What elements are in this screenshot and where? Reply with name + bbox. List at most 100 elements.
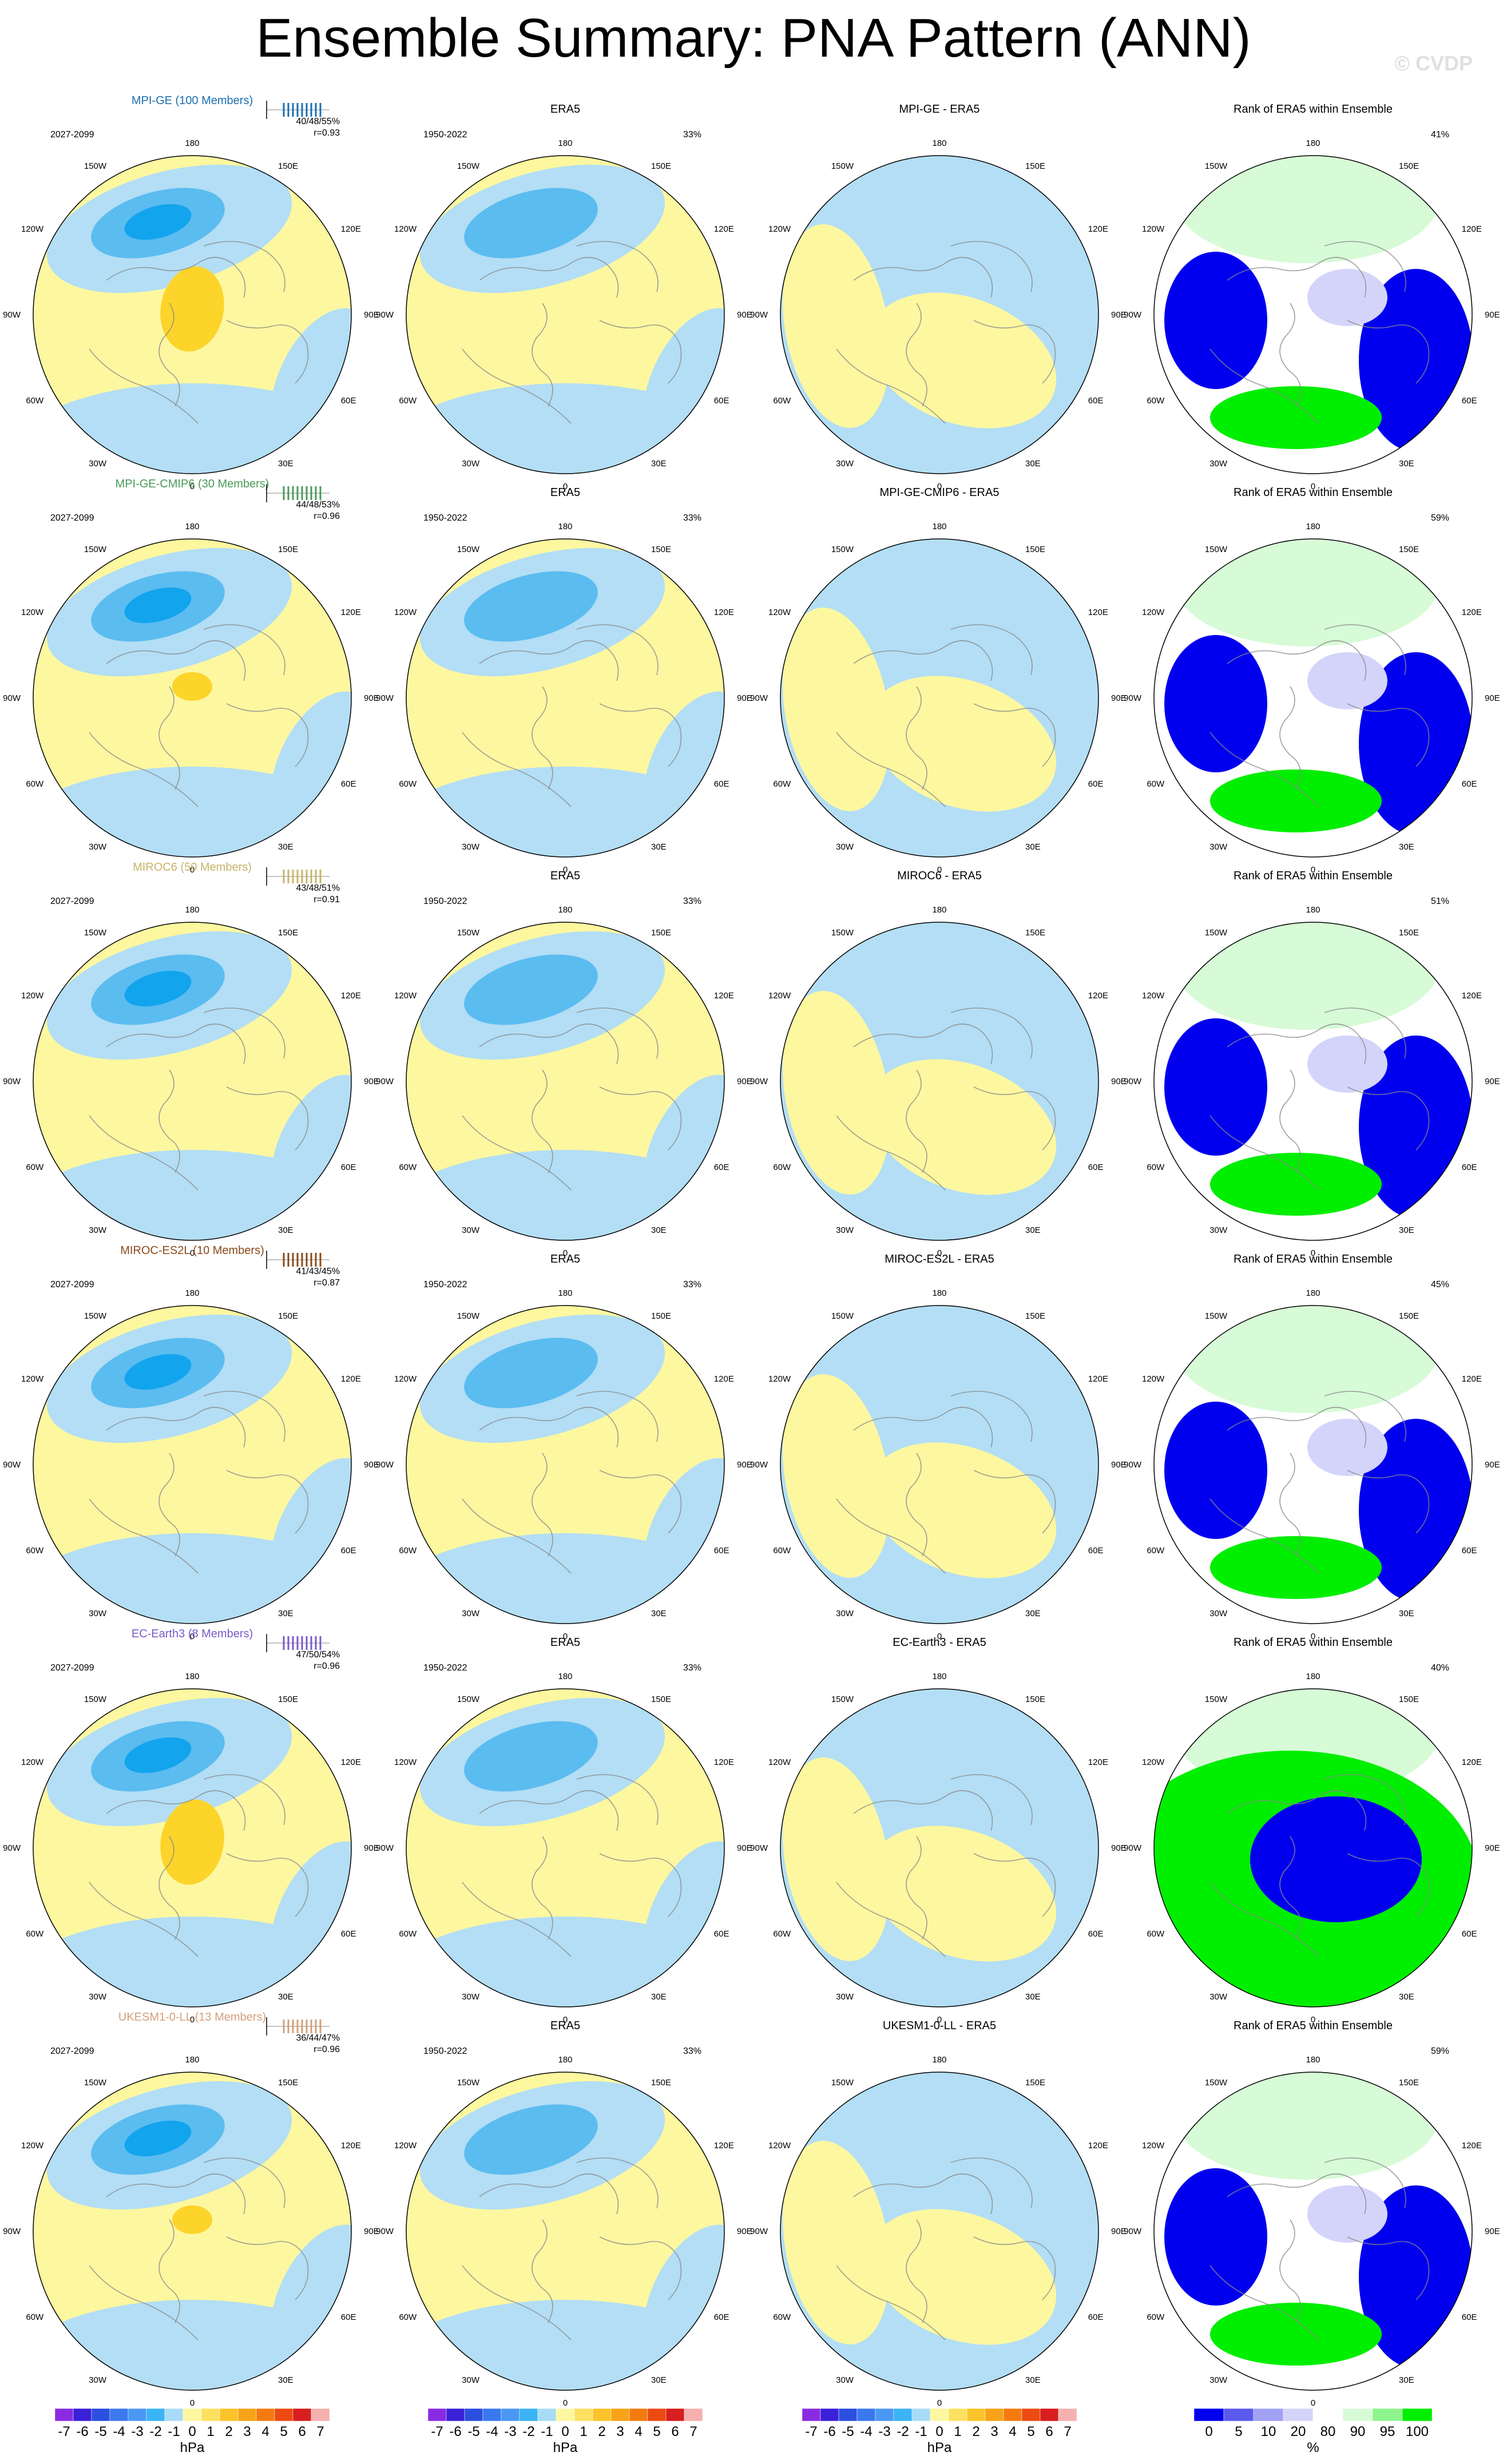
rank-lon-label: 0 xyxy=(1311,2015,1315,2025)
model-lon-label: 150E xyxy=(278,1311,298,1321)
colorbar-tick-label: -2 xyxy=(522,2424,534,2439)
era5-lon-label: 60W xyxy=(399,1546,417,1556)
rank-lon-label: 0 xyxy=(1311,1632,1315,1641)
model-lon-label: 90E xyxy=(364,1843,379,1853)
colorbar-swatch xyxy=(54,2408,74,2422)
colorbar-swatch xyxy=(274,2408,294,2422)
era5-lon-label: 150W xyxy=(457,161,480,171)
rank-lon-label: 30E xyxy=(1399,1992,1414,2002)
colorbar-swatch xyxy=(684,2408,703,2422)
rank-title: Rank of ERA5 within Ensemble xyxy=(1234,870,1393,882)
panel-row: MPI-GE-CMIP6 (30 Members) 2027-2099 44/48/… xyxy=(3,478,1500,875)
rank-coastline xyxy=(1324,1391,1406,1442)
rank-coastline xyxy=(1347,1470,1430,1534)
colorbar-tick-label: 4 xyxy=(261,2424,269,2439)
rank-title: Rank of ERA5 within Ensemble xyxy=(1234,1253,1393,1265)
colorbar-swatch xyxy=(73,2408,92,2422)
diff-coastline xyxy=(973,703,1056,767)
colorbar-swatch xyxy=(665,2408,685,2422)
diff-panel-border xyxy=(780,1305,1099,1624)
model-lon-label: 90W xyxy=(3,2227,21,2236)
model-lon-label: 90E xyxy=(364,310,379,320)
diff-lon-label: 120W xyxy=(768,608,791,617)
model-lon-label: 150W xyxy=(84,2078,107,2088)
colorbar-swatch xyxy=(893,2408,913,2422)
model-lon-label: 180 xyxy=(185,905,199,915)
rank-lon-label: 30W xyxy=(1209,842,1228,852)
era5-lon-label: 180 xyxy=(558,905,572,915)
colorbar-tick-label: -5 xyxy=(842,2424,854,2439)
negative-anomaly-core xyxy=(124,970,192,1007)
colorbar-swatch xyxy=(519,2408,538,2422)
diff-lon-label: 60W xyxy=(773,2312,791,2322)
colorbar-tick-label: 20 xyxy=(1291,2424,1306,2439)
rank-low-area xyxy=(1164,2168,1267,2306)
difference-title: EC-Earth3 - ERA5 xyxy=(893,1636,986,1649)
model-period: 2027-2099 xyxy=(50,2046,94,2056)
diff-lon-label: 30E xyxy=(1025,1992,1041,2002)
rank-low-light-area xyxy=(1307,652,1387,709)
era5-panel-border xyxy=(406,2072,725,2391)
era5-title: ERA5 xyxy=(550,1636,580,1649)
model-lon-label: 150E xyxy=(278,928,298,938)
model-coastline xyxy=(106,1023,246,1065)
difference-title: MPI-GE-CMIP6 - ERA5 xyxy=(880,486,1000,499)
colorbar-unit: % xyxy=(1307,2440,1319,2455)
model-lon-label: 60E xyxy=(341,1162,356,1172)
rank-low-area xyxy=(1164,252,1267,389)
colorbar-tick-label: 2 xyxy=(225,2424,232,2439)
rank-panel-border xyxy=(1153,1688,1473,2007)
diff-lon-label: 120E xyxy=(1088,1757,1108,1767)
model-lon-label: 150W xyxy=(84,1695,107,1704)
diff-coastline xyxy=(950,2157,1033,2209)
diff-lon-label: 0 xyxy=(937,2015,942,2025)
rank-lon-label: 0 xyxy=(1311,865,1315,875)
model-lon-label: 180 xyxy=(185,1288,199,1298)
rank-lon-label: 30E xyxy=(1399,1225,1414,1235)
era5-coastline xyxy=(599,1470,682,1534)
positive-difference-area xyxy=(783,1757,890,1961)
model-coastline xyxy=(203,624,285,676)
positive-difference-area xyxy=(868,1059,1057,1195)
diff-lon-label: 90W xyxy=(750,693,768,703)
rank-high-light-area xyxy=(1176,2072,1439,2180)
era5-lon-label: 150W xyxy=(457,2078,480,2088)
diff-lon-label: 90E xyxy=(1111,2227,1127,2236)
colorbar-tick-label: 90 xyxy=(1350,2424,1366,2439)
era5-coastline xyxy=(462,1882,572,1957)
diff-lon-label: 30E xyxy=(1025,459,1041,469)
model-lon-label: 30W xyxy=(89,842,107,852)
rank-lon-label: 30W xyxy=(1209,459,1228,469)
diff-coastline xyxy=(973,1086,1056,1150)
era5-lon-label: 150E xyxy=(651,2078,671,2088)
colorbar-swatch xyxy=(1283,2408,1314,2422)
diff-coastline xyxy=(950,624,1033,676)
colorbar-swatch xyxy=(219,2408,239,2422)
era5-title: ERA5 xyxy=(550,2019,580,2032)
rank-title: Rank of ERA5 within Ensemble xyxy=(1234,486,1393,499)
era5-lon-label: 90W xyxy=(376,693,394,703)
model-lon-label: 180 xyxy=(185,138,199,148)
model-panel-border xyxy=(33,538,352,858)
diff-lon-label: 60E xyxy=(1088,1929,1104,1939)
model-lon-label: 90E xyxy=(364,693,379,703)
era5-lon-label: 60W xyxy=(399,1929,417,1939)
rank-coastline xyxy=(1324,624,1406,676)
negative-anomaly-center xyxy=(464,571,598,642)
model-stats: 47/50/54% xyxy=(296,1650,340,1660)
era5-title: ERA5 xyxy=(550,1253,580,1265)
model-lon-label: 60E xyxy=(341,1546,356,1556)
rank-lon-label: 150E xyxy=(1399,161,1419,171)
model-lon-label: 60W xyxy=(26,1929,44,1939)
diff-coastline xyxy=(836,1882,946,1957)
panel-row: MIROC-ES2L (10 Members) 2027-2099 41/43/45… xyxy=(3,1244,1500,1641)
rank-lon-label: 150E xyxy=(1399,928,1419,938)
model-lon-label: 0 xyxy=(190,1248,195,1258)
diff-lon-label: 90W xyxy=(750,1460,768,1470)
model-lon-label: 120W xyxy=(21,991,44,1001)
rank-high-area xyxy=(1210,769,1382,832)
model-panel-border xyxy=(33,155,352,474)
rank-panel-border xyxy=(1153,922,1473,1241)
rank-lon-label: 60W xyxy=(1147,779,1165,789)
rank-lon-label: 150W xyxy=(1205,2078,1228,2088)
